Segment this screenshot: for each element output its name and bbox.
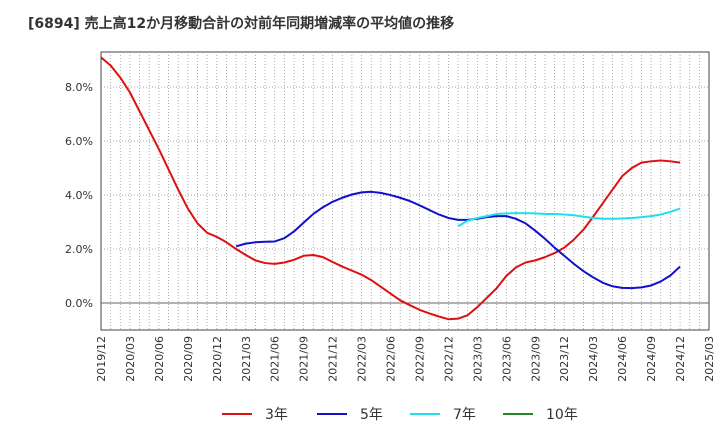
series-layer <box>100 56 681 321</box>
x-tick-label: 2025/03 <box>703 336 716 382</box>
x-tick-label: 2024/12 <box>674 336 687 382</box>
series-line-3年 <box>100 56 681 321</box>
x-tick-label: 2022/09 <box>413 336 426 382</box>
x-tick-label: 2023/09 <box>529 336 542 382</box>
x-tick-label: 2024/06 <box>616 336 629 382</box>
legend-label: 10年 <box>546 407 578 423</box>
legend: 3年 5年 7年 10年 <box>222 407 578 423</box>
y-tick-label: 0.0% <box>65 297 93 310</box>
y-tick-label: 2.0% <box>65 243 93 256</box>
x-tick-label: 2020/06 <box>153 336 166 382</box>
x-tick-label: 2021/03 <box>240 336 253 382</box>
x-tick-label: 2023/12 <box>558 336 571 382</box>
y-tick-label: 8.0% <box>65 81 93 94</box>
x-tick-label: 2023/03 <box>471 336 484 382</box>
x-tick-label: 2021/06 <box>269 336 282 382</box>
x-tick-label: 2024/03 <box>587 336 600 382</box>
x-tick-label: 2022/06 <box>385 336 398 382</box>
axis-layer: 0.0% 2.0% 4.0% 6.0% 8.0% 2019/12 2020/03 2020/0… <box>65 81 716 382</box>
plot-area-frame <box>100 51 710 331</box>
x-tick-label: 2020/09 <box>182 336 195 382</box>
y-tick-label: 6.0% <box>65 135 93 148</box>
x-tick-label: 2022/12 <box>442 336 455 382</box>
x-tick-label: 2022/03 <box>356 336 369 382</box>
x-tick-label: 2021/09 <box>298 336 311 382</box>
x-tick-label: 2019/12 <box>95 336 108 382</box>
legend-label: 5年 <box>360 407 383 423</box>
grid-layer <box>100 51 710 331</box>
x-tick-label: 2024/09 <box>645 336 658 382</box>
x-tick-label: 2020/12 <box>211 336 224 382</box>
legend-label: 3年 <box>265 407 288 423</box>
series-line-7年 <box>457 207 681 227</box>
series-line-5年 <box>235 190 681 290</box>
x-tick-label: 2023/06 <box>500 336 513 382</box>
x-tick-label: 2021/12 <box>327 336 340 382</box>
x-tick-label: 2020/03 <box>124 336 137 382</box>
chart-title: [6894] 売上高12か月移動合計の対前年同期増減率の平均値の推移 <box>28 15 454 32</box>
legend-label: 7年 <box>453 407 476 423</box>
y-tick-label: 4.0% <box>65 189 93 202</box>
